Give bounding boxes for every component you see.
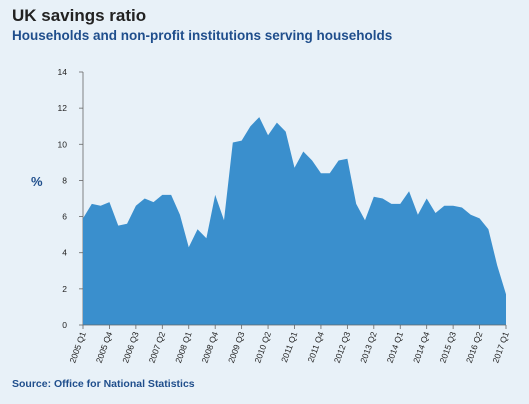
source-note: Source: Office for National Statistics — [12, 378, 195, 390]
savings-ratio-area — [83, 117, 506, 326]
x-tick-label: 2008 Q1 — [173, 330, 194, 364]
y-axis-label: % — [31, 174, 43, 189]
x-tick-label: 2015 Q3 — [437, 330, 458, 364]
x-tick-label: 2013 Q2 — [358, 330, 379, 364]
x-tick-label: 2011 Q1 — [279, 330, 299, 364]
chart-subtitle: Households and non-profit institutions s… — [12, 28, 393, 43]
y-tick-label: 12 — [58, 103, 68, 113]
x-tick-label: 2011 Q4 — [305, 330, 325, 364]
y-axis: 0 2 4 6 8 10 12 14 — [58, 67, 84, 330]
x-tick-label: 2014 Q1 — [385, 330, 406, 364]
y-tick-label: 8 — [62, 175, 67, 185]
chart-title: UK savings ratio — [12, 6, 147, 25]
y-tick-label: 0 — [62, 320, 67, 330]
x-tick-label: 2005 Q4 — [94, 330, 115, 364]
x-tick-label: 2014 Q4 — [411, 330, 432, 364]
x-tick-label: 2005 Q1 — [67, 330, 88, 364]
x-tick-label: 2010 Q2 — [252, 330, 273, 364]
y-tick-label: 4 — [62, 248, 67, 258]
x-tick-label: 2007 Q2 — [147, 330, 168, 364]
y-tick-label: 10 — [58, 139, 68, 149]
y-tick-label: 2 — [62, 284, 67, 294]
x-tick-label: 2008 Q4 — [200, 330, 221, 364]
x-tick-label: 2017 Q1 — [490, 330, 511, 364]
x-tick-label: 2016 Q2 — [464, 330, 485, 364]
x-axis: 2005 Q1 2005 Q4 2006 Q3 2007 Q2 2008 Q1 2008 … — [67, 324, 511, 364]
y-tick-label: 6 — [62, 212, 67, 222]
x-tick-label: 2006 Q3 — [120, 330, 141, 364]
y-tick-label: 14 — [58, 67, 68, 77]
plot-area — [83, 117, 506, 326]
x-tick-label: 2009 Q3 — [226, 330, 247, 364]
x-tick-label: 2012 Q3 — [332, 330, 353, 364]
